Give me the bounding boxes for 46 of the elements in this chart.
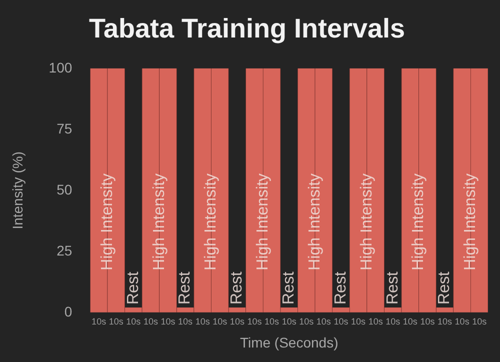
text: High Intensity bbox=[202, 173, 220, 270]
x-tick-label: 10s bbox=[92, 316, 107, 326]
x-tick-label: 10s bbox=[368, 316, 384, 326]
text: Rest bbox=[384, 272, 402, 305]
x-tick-label: 10s bbox=[454, 316, 470, 326]
x-tick-label: 10s bbox=[420, 316, 436, 326]
y-axis-title: Intensity (%) bbox=[9, 151, 26, 230]
text: High Intensity bbox=[358, 173, 376, 270]
text: High Intensity bbox=[150, 173, 168, 270]
y-tick-label: 25 bbox=[56, 242, 72, 258]
y-tick-label: 50 bbox=[56, 181, 72, 198]
text: Rest bbox=[176, 272, 194, 305]
x-tick-label: 10s bbox=[143, 316, 158, 326]
y-tick-label: 0 bbox=[64, 303, 72, 320]
x-tick-label: 10s bbox=[264, 316, 280, 326]
x-axis-title: Time (Seconds) bbox=[240, 334, 338, 350]
text: High Intensity bbox=[462, 173, 480, 270]
x-tick-label: 10s bbox=[472, 316, 488, 326]
text: Rest bbox=[228, 272, 246, 305]
text: High Intensity bbox=[98, 173, 116, 270]
x-tick-label: 10s bbox=[386, 316, 401, 326]
chart-title: Tabata Training Intervals bbox=[88, 14, 406, 44]
x-tick-label: 10s bbox=[108, 316, 124, 326]
y-tick-label: 75 bbox=[56, 120, 72, 136]
x-tick-label: 10s bbox=[247, 316, 262, 326]
text: Rest bbox=[436, 272, 454, 305]
text: High Intensity bbox=[254, 173, 272, 270]
text: Rest bbox=[280, 272, 298, 305]
y-tick-label: 100 bbox=[48, 59, 72, 76]
x-tick-label: 10s bbox=[438, 316, 453, 326]
x-tick-label: 10s bbox=[316, 316, 332, 326]
x-tick-label: 10s bbox=[160, 316, 176, 326]
x-tick-label: 10s bbox=[402, 316, 418, 326]
text: High Intensity bbox=[410, 173, 428, 270]
text: High Intensity bbox=[306, 173, 324, 270]
x-tick-label: 10s bbox=[178, 316, 194, 326]
x-tick-label: 10s bbox=[334, 316, 349, 326]
x-tick-label: 10s bbox=[230, 316, 245, 326]
x-tick-label: 10s bbox=[126, 316, 142, 326]
x-tick-label: 10s bbox=[299, 316, 314, 326]
x-tick-label: 10s bbox=[282, 316, 297, 326]
text: Rest bbox=[124, 271, 142, 305]
x-tick-label: 10s bbox=[351, 316, 366, 326]
x-tick-label: 10s bbox=[195, 316, 210, 326]
x-tick-label: 10s bbox=[212, 316, 228, 326]
text: Rest bbox=[332, 272, 350, 305]
